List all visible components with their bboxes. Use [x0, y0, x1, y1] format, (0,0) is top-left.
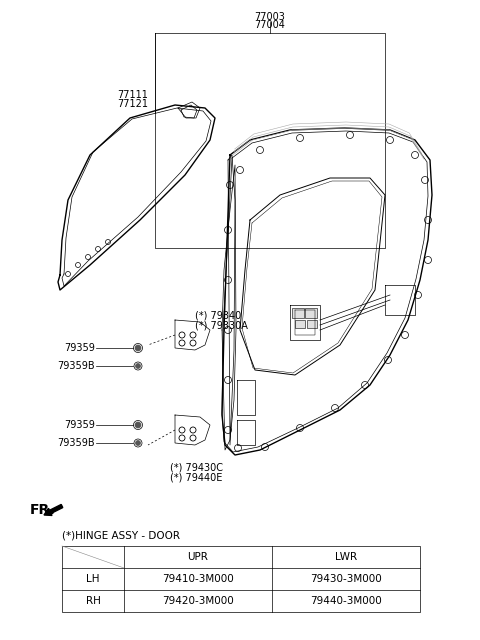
Text: 77004: 77004 [254, 20, 286, 30]
Circle shape [135, 422, 141, 428]
Text: (*)HINGE ASSY - DOOR: (*)HINGE ASSY - DOOR [62, 531, 180, 541]
Text: 79359B: 79359B [58, 438, 95, 448]
Text: (*) 79430C: (*) 79430C [170, 463, 223, 473]
Text: 77111: 77111 [117, 90, 148, 100]
Text: LH: LH [86, 574, 100, 584]
Text: (*) 79440E: (*) 79440E [170, 473, 222, 483]
FancyArrow shape [44, 504, 63, 515]
Text: FR.: FR. [30, 503, 56, 517]
Bar [305, 308, 317, 318]
Text: 79359B: 79359B [58, 361, 95, 371]
Bar [307, 320, 317, 328]
Text: 79440-3M000: 79440-3M000 [310, 596, 382, 606]
Circle shape [135, 345, 141, 351]
Text: 77003: 77003 [254, 12, 286, 22]
Text: 79359: 79359 [64, 343, 95, 353]
Circle shape [135, 440, 141, 445]
Text: 79359: 79359 [64, 420, 95, 430]
Text: 79420-3M000: 79420-3M000 [162, 596, 234, 606]
Bar [62, 546, 420, 612]
Text: 79430-3M000: 79430-3M000 [310, 574, 382, 584]
Text: 77121: 77121 [117, 99, 148, 109]
Circle shape [135, 364, 141, 369]
Text: (*) 79340: (*) 79340 [195, 310, 241, 320]
Text: (*) 79330A: (*) 79330A [195, 320, 248, 330]
Text: 79410-3M000: 79410-3M000 [162, 574, 234, 584]
Bar [292, 308, 304, 318]
Text: LWR: LWR [335, 552, 357, 562]
Bar [295, 320, 305, 328]
Text: UPR: UPR [188, 552, 208, 562]
Text: RH: RH [85, 596, 100, 606]
